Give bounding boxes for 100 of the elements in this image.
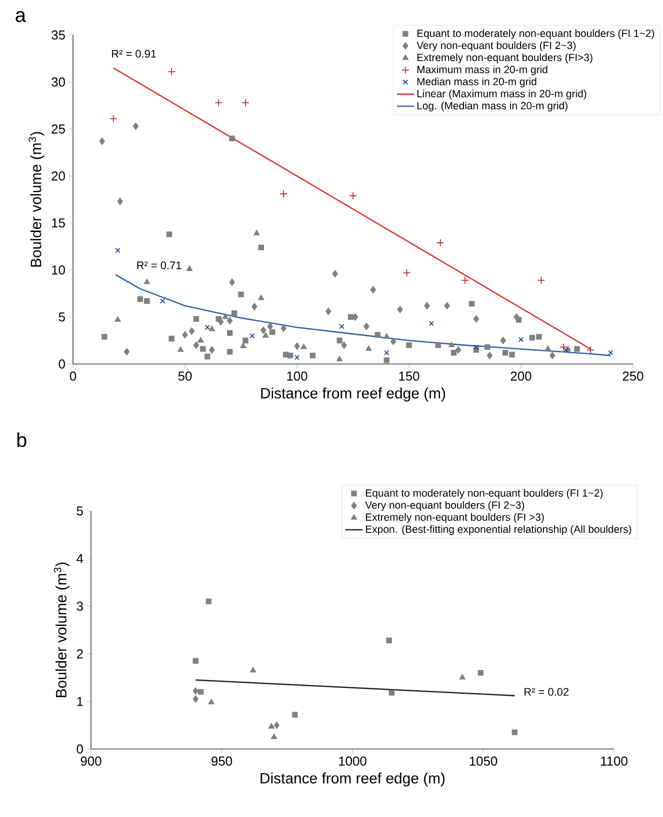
point <box>461 276 469 284</box>
point <box>459 674 466 680</box>
point <box>536 334 542 340</box>
x-tick-label: 1000 <box>339 756 366 766</box>
x-axis-title: Distance from reef edge (m) <box>260 772 445 786</box>
point <box>226 317 233 324</box>
point <box>406 342 412 348</box>
point <box>563 347 568 352</box>
point <box>198 689 204 695</box>
legend-label: Very non-equant boulders (FI 2~3) <box>365 501 524 511</box>
point <box>348 314 354 320</box>
point <box>514 313 520 321</box>
point <box>332 270 338 278</box>
point <box>444 302 450 310</box>
point <box>242 98 250 107</box>
point <box>473 315 480 323</box>
point <box>294 354 300 360</box>
point <box>231 310 238 316</box>
point <box>478 670 484 676</box>
point <box>280 324 286 332</box>
legend-label: Equant to moderately non-equant boulders (FI 1~2) <box>417 29 654 40</box>
point <box>114 316 121 322</box>
point <box>208 326 215 332</box>
legend-label: Maximum mass in 20-m grid <box>417 66 548 76</box>
point <box>326 308 332 316</box>
point <box>310 352 316 358</box>
y-tick-label: 5 <box>76 506 83 516</box>
point <box>260 326 266 334</box>
y-tick-label: 0 <box>76 744 83 754</box>
legend-label: Very non-equant boulders (FI 2~3) <box>416 41 576 52</box>
x-tick-label: 1100 <box>601 756 628 766</box>
legend-label: Median mass in 20-m grid <box>417 78 536 88</box>
point <box>193 342 200 349</box>
point <box>468 301 475 307</box>
y-tick-label: 0 <box>58 359 65 369</box>
x-tick-label: 250 <box>622 372 644 381</box>
x-tick-label: 0 <box>70 372 76 381</box>
y-tick-label: 4 <box>76 554 84 564</box>
point <box>450 350 457 356</box>
point <box>222 314 228 319</box>
point <box>274 722 280 729</box>
x-tick-label: 150 <box>399 372 420 381</box>
point <box>374 332 380 338</box>
y-tick-label: 20 <box>52 171 65 181</box>
point <box>254 230 260 236</box>
point <box>192 687 198 695</box>
point <box>390 338 396 346</box>
legend-label: Expon. (Best-fitting exponential relationship (All boulders) <box>366 525 632 535</box>
point <box>226 330 233 336</box>
chart-title: b <box>17 432 26 448</box>
point <box>388 690 395 696</box>
point <box>544 346 551 351</box>
point <box>204 324 210 330</box>
point <box>484 344 490 350</box>
point <box>267 322 273 330</box>
point <box>268 723 274 729</box>
point <box>537 276 546 284</box>
y-tick-label: 10 <box>52 265 65 275</box>
point <box>384 350 390 356</box>
legend-label: Extremely non-equant boulders (FI>3) <box>417 53 592 64</box>
annotation: R² = 0.91 <box>112 50 156 58</box>
y-tick-label: 35 <box>52 30 65 40</box>
point <box>144 298 150 304</box>
point <box>240 342 246 348</box>
point <box>336 356 343 362</box>
point <box>242 338 248 344</box>
point <box>424 302 430 310</box>
point <box>229 136 235 142</box>
point <box>192 695 198 703</box>
point <box>608 350 614 356</box>
point <box>250 667 256 672</box>
point <box>117 198 123 206</box>
point <box>252 303 258 310</box>
point <box>198 337 204 342</box>
point <box>250 333 255 338</box>
point <box>512 730 518 736</box>
point <box>397 306 403 314</box>
annotation: R² = 0.02 <box>524 688 568 696</box>
point <box>208 698 214 704</box>
line-series <box>114 274 612 356</box>
point <box>192 658 198 664</box>
legend-label: Equant to moderately non-equant boulders (FI 1~2) <box>366 489 603 499</box>
point <box>341 342 347 349</box>
point <box>238 292 244 298</box>
point <box>102 334 108 340</box>
point <box>384 333 390 339</box>
point <box>262 332 269 338</box>
point <box>366 346 372 351</box>
point <box>214 98 223 107</box>
point <box>271 734 278 740</box>
point <box>177 346 184 352</box>
y-axis-title: Boulder volume (m$^{3}$) <box>54 562 70 698</box>
point <box>200 346 206 352</box>
point <box>204 354 210 360</box>
point <box>402 268 411 277</box>
point <box>188 327 195 335</box>
point <box>518 337 524 342</box>
point <box>384 357 390 364</box>
y-axis-title: Boulder volume (m$^{3}$) <box>28 132 44 267</box>
point <box>226 348 233 355</box>
